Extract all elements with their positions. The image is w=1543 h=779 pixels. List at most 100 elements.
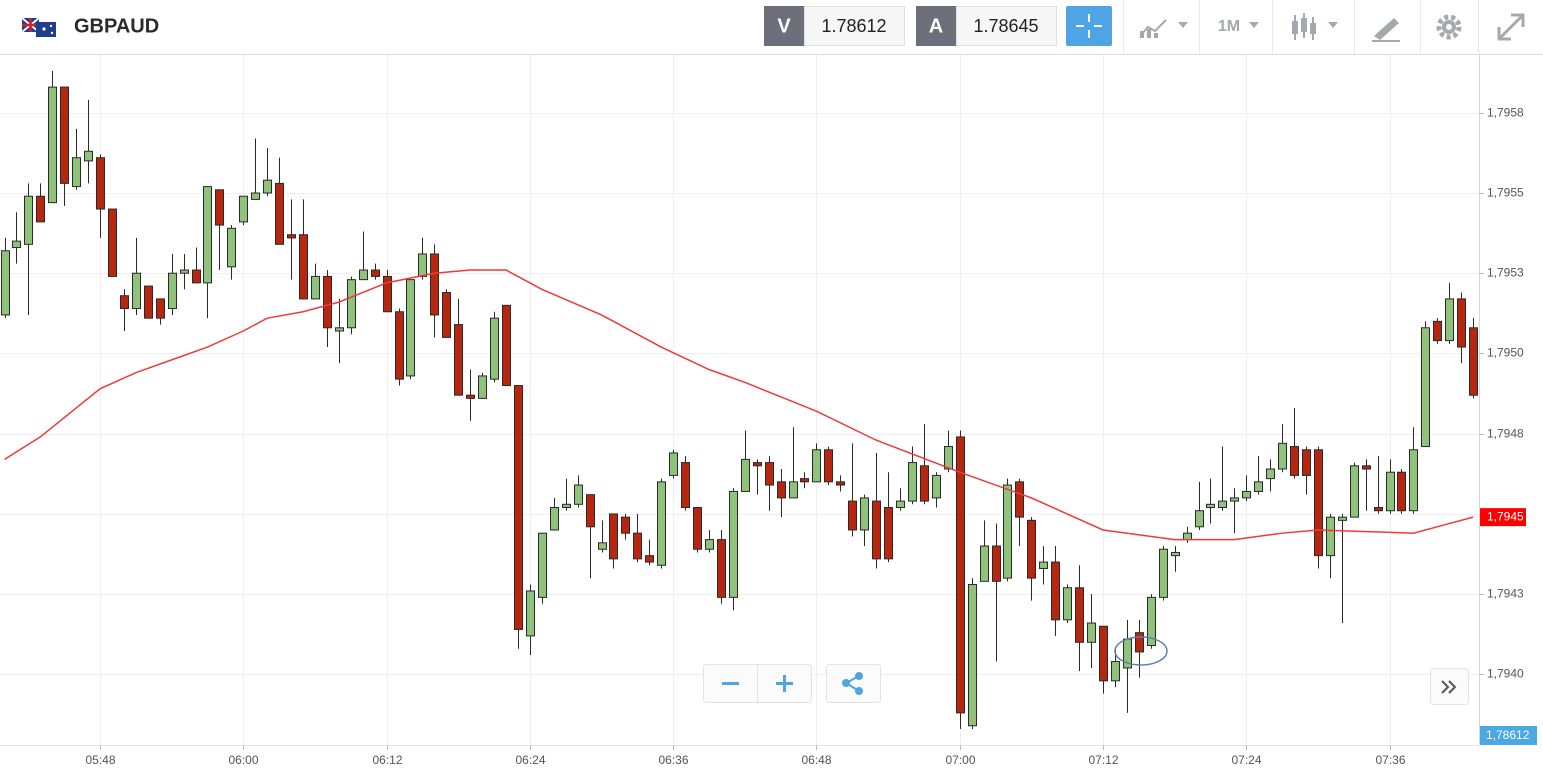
candle-body bbox=[72, 157, 81, 188]
candle-body bbox=[586, 494, 595, 528]
grid bbox=[0, 55, 1479, 745]
candle-body bbox=[1338, 516, 1347, 521]
candle-body bbox=[1350, 465, 1359, 518]
candle-style-button[interactable] bbox=[1292, 13, 1338, 40]
candle-body bbox=[371, 269, 380, 277]
candle-body bbox=[335, 327, 344, 332]
ask-label-box bbox=[916, 6, 956, 46]
crosshair-button[interactable] bbox=[1066, 6, 1112, 46]
candle-body bbox=[323, 275, 332, 329]
candle-body bbox=[418, 253, 427, 277]
settings-button[interactable] bbox=[1436, 14, 1462, 40]
x-tick-label: 07:00 bbox=[945, 753, 975, 767]
candle-body bbox=[669, 452, 678, 476]
y-tick-label: 1,7953 bbox=[1487, 266, 1524, 280]
candle-body bbox=[1063, 587, 1072, 621]
candle-body bbox=[717, 539, 726, 598]
drawing-button[interactable] bbox=[1372, 18, 1400, 42]
bid-box[interactable]: V 1.78612 bbox=[764, 6, 905, 46]
candle-body bbox=[1206, 503, 1215, 509]
x-tick-label: 06:36 bbox=[658, 753, 688, 767]
candle-body bbox=[430, 253, 439, 316]
candle-body bbox=[741, 458, 750, 492]
moving-average bbox=[4, 269, 1474, 541]
fullscreen-button[interactable] bbox=[1497, 13, 1525, 41]
candle-body bbox=[132, 272, 141, 310]
candle-body bbox=[836, 481, 845, 486]
candle-body bbox=[478, 375, 487, 399]
candle-body bbox=[896, 500, 905, 509]
price-flag: 1,78612 bbox=[1480, 726, 1537, 745]
candle-body bbox=[908, 462, 917, 502]
x-tick-label: 06:12 bbox=[372, 753, 402, 767]
candle-body bbox=[1290, 446, 1299, 476]
candle-body bbox=[239, 195, 248, 223]
candle-body bbox=[454, 324, 463, 396]
candle-body bbox=[275, 182, 284, 245]
candle-body bbox=[1362, 465, 1371, 470]
candle-body bbox=[598, 542, 607, 550]
x-tick-label: 05:48 bbox=[85, 753, 115, 767]
candle-body bbox=[1015, 481, 1024, 518]
candle-body bbox=[789, 481, 798, 499]
candle-body bbox=[156, 298, 165, 319]
candle-body bbox=[944, 446, 953, 470]
zoom-in-button[interactable] bbox=[776, 675, 793, 692]
candle-body bbox=[956, 436, 965, 714]
price-flag-label: 1,78612 bbox=[1486, 728, 1530, 742]
candle-body bbox=[777, 481, 786, 499]
candle-body bbox=[12, 240, 21, 249]
candle-body bbox=[562, 503, 571, 509]
ask-box[interactable]: A 1.78645 bbox=[916, 6, 1057, 46]
candle-body bbox=[1469, 327, 1478, 396]
scroll-end-button[interactable] bbox=[1430, 668, 1469, 705]
candle-body bbox=[1051, 561, 1060, 621]
candle-body bbox=[1242, 490, 1251, 499]
candle-body bbox=[287, 234, 296, 239]
candle-body bbox=[1314, 449, 1323, 557]
candle-body bbox=[1302, 449, 1311, 476]
ask-label: A bbox=[929, 15, 943, 37]
candle-body bbox=[968, 584, 977, 727]
candle-body bbox=[96, 157, 105, 210]
candle-body bbox=[1159, 548, 1168, 598]
candle-body bbox=[800, 478, 809, 483]
x-tick-label: 06:24 bbox=[515, 753, 545, 767]
timeframe: 1M bbox=[1218, 18, 1240, 35]
y-tick-label: 1,7940 bbox=[1487, 667, 1524, 681]
flag-icon bbox=[21, 17, 56, 37]
bid-value: 1.78612 bbox=[821, 16, 886, 36]
candle-body bbox=[108, 208, 117, 277]
candle-body bbox=[1195, 510, 1204, 528]
candle-body bbox=[824, 449, 833, 483]
timeframe-button[interactable]: 1M bbox=[1218, 18, 1259, 35]
candle-body bbox=[84, 150, 93, 162]
candle-body bbox=[192, 269, 201, 284]
candle-body bbox=[538, 532, 547, 598]
share-button[interactable] bbox=[826, 664, 881, 703]
x-tick-label: 06:00 bbox=[228, 753, 258, 767]
candle-body bbox=[180, 269, 189, 274]
candle-body bbox=[1183, 532, 1192, 541]
candle-body bbox=[24, 195, 33, 245]
candle-body bbox=[621, 516, 630, 534]
ma-flag-label: 1,7945 bbox=[1487, 509, 1524, 523]
candle-body bbox=[1111, 661, 1120, 682]
candle-body bbox=[502, 304, 511, 387]
y-tick-label: 1,7943 bbox=[1487, 587, 1524, 601]
x-tick-label: 07:24 bbox=[1231, 753, 1261, 767]
candle-body bbox=[60, 86, 69, 184]
candle-body bbox=[1171, 551, 1180, 557]
candle-body bbox=[1230, 497, 1239, 502]
candle-body bbox=[203, 186, 212, 284]
y-tick-label: 1,7955 bbox=[1487, 186, 1524, 200]
candle-body bbox=[681, 462, 690, 509]
candle-body bbox=[1254, 481, 1263, 492]
candle-body bbox=[574, 484, 583, 505]
candle-body bbox=[920, 465, 929, 502]
chart-type-button[interactable] bbox=[1139, 19, 1188, 38]
candle-body bbox=[1386, 471, 1395, 512]
candle-body bbox=[1374, 507, 1383, 512]
y-tick-label: 1,7950 bbox=[1487, 346, 1524, 360]
